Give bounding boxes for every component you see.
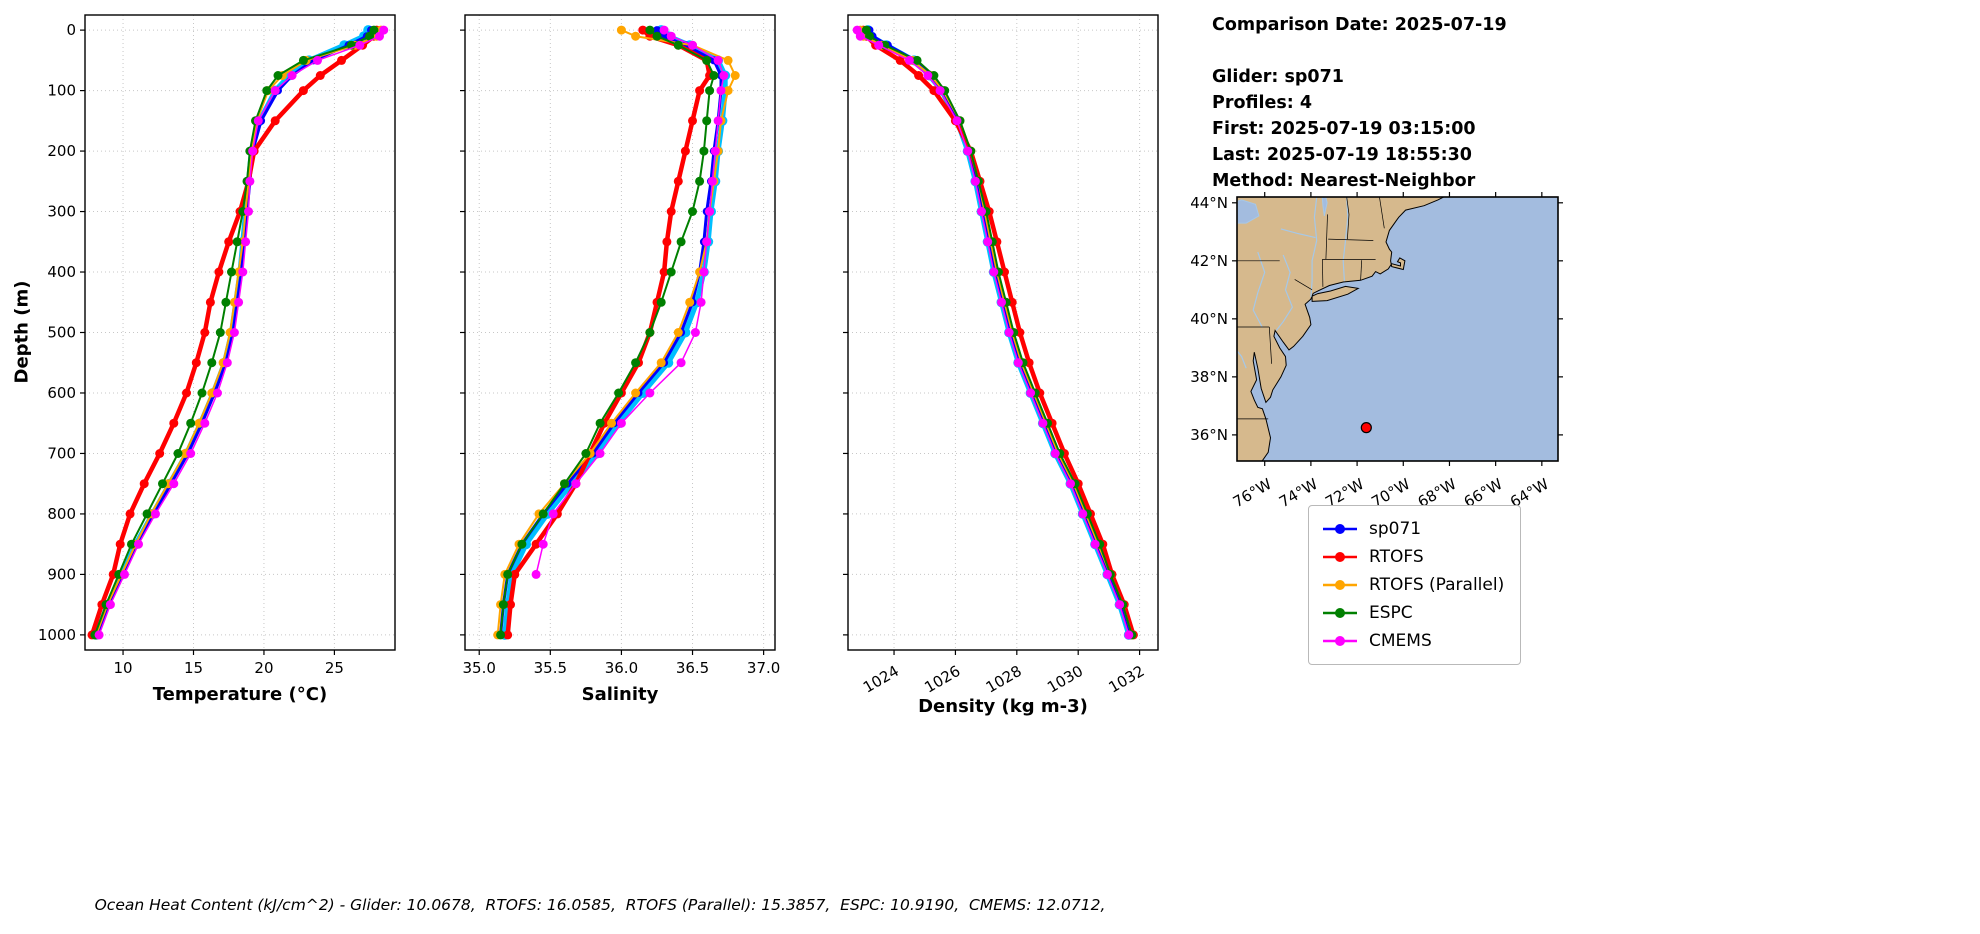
svg-text:36.5: 36.5: [676, 659, 709, 677]
legend-label: RTOFS (Parallel): [1369, 575, 1505, 595]
legend-line-swatch: [1323, 636, 1357, 646]
svg-text:38°N: 38°N: [1190, 368, 1228, 386]
legend-item: sp071: [1321, 515, 1504, 543]
svg-text:42°N: 42°N: [1190, 252, 1228, 270]
comparison-date: Comparison Date: 2025-07-19: [1212, 15, 1507, 35]
last-profile-time: Last: 2025-07-19 18:55:30: [1212, 145, 1472, 165]
svg-text:200: 200: [47, 142, 76, 160]
svg-text:0: 0: [66, 21, 76, 39]
svg-text:10: 10: [113, 659, 132, 677]
svg-text:36°N: 36°N: [1190, 426, 1228, 444]
density-profile-chart: 1024 1026 1028 1030 1032 Density (kg m-3): [793, 8, 1173, 722]
svg-text:100: 100: [47, 82, 76, 100]
svg-text:300: 300: [47, 203, 76, 221]
svg-text:20: 20: [254, 659, 273, 677]
first-profile-time: First: 2025-07-19 03:15:00: [1212, 119, 1476, 139]
svg-text:800: 800: [47, 505, 76, 523]
svg-text:Density (kg m-3): Density (kg m-3): [918, 696, 1088, 717]
legend-label: RTOFS: [1369, 547, 1424, 567]
svg-text:44°N: 44°N: [1190, 194, 1228, 212]
salinity-plot-canvas: 35.0 35.5 36.0 36.5 37.0 Salinity: [460, 14, 780, 705]
svg-text:1024: 1024: [860, 662, 902, 697]
svg-text:Temperature (°C): Temperature (°C): [153, 684, 327, 705]
method: Method: Nearest-Neighbor: [1212, 171, 1476, 191]
svg-text:35.0: 35.0: [463, 659, 496, 677]
svg-text:1000: 1000: [38, 626, 76, 644]
legend: sp071 RTOFS RTOFS (Parallel) ESPC CMEMS: [1308, 505, 1522, 665]
legend-line-swatch: [1323, 608, 1357, 618]
salinity-profile-chart: 35.0 35.5 36.0 36.5 37.0 Salinity: [410, 8, 790, 722]
svg-text:500: 500: [47, 324, 76, 342]
svg-text:1026: 1026: [921, 662, 963, 697]
legend-item: RTOFS (Parallel): [1321, 571, 1504, 599]
density-plot-canvas: 1024 1026 1028 1030 1032 Density (kg m-3): [843, 14, 1159, 717]
svg-text:76°W: 76°W: [1230, 475, 1275, 511]
caption: Ocean Heat Content (kJ/cm^2) - Glider: 1…: [94, 896, 1106, 914]
legend-label: ESPC: [1369, 603, 1413, 623]
legend-item: ESPC: [1321, 599, 1504, 627]
svg-text:Salinity: Salinity: [582, 684, 659, 705]
svg-text:1028: 1028: [983, 662, 1025, 697]
legend-line-swatch: [1323, 552, 1357, 562]
svg-text:1030: 1030: [1044, 662, 1086, 697]
info-panel: Comparison Date: 2025-07-19 Glider: sp07…: [1212, 12, 1507, 194]
svg-text:400: 400: [47, 263, 76, 281]
profiles-count: Profiles: 4: [1212, 93, 1313, 113]
svg-text:36.0: 36.0: [605, 659, 638, 677]
temperature-plot-canvas: 10 15 20 25 0 100 200 300 400 500 600 700 800 900 1000…: [38, 14, 396, 705]
svg-text:37.0: 37.0: [747, 659, 780, 677]
svg-text:15: 15: [184, 659, 203, 677]
svg-text:25: 25: [325, 659, 344, 677]
legend-item: RTOFS: [1321, 543, 1504, 571]
legend-item: CMEMS: [1321, 627, 1504, 655]
svg-text:700: 700: [47, 444, 76, 462]
svg-text:40°N: 40°N: [1190, 310, 1228, 328]
legend-line-swatch: [1323, 580, 1357, 590]
temperature-profile-chart: 10 15 20 25 0 100 200 300 400 500 600 700 800 900 1000…: [30, 8, 410, 722]
svg-text:600: 600: [47, 384, 76, 402]
info-spacer: [1212, 38, 1507, 64]
map-canvas: 76°W 74°W 72°W 70°W 68°W 66°W 64°W36°N38°N40°N…: [1190, 192, 1563, 511]
legend-label: sp071: [1369, 519, 1422, 539]
glider-name: Glider: sp071: [1212, 67, 1344, 87]
legend-line-swatch: [1323, 524, 1357, 534]
svg-text:1032: 1032: [1106, 662, 1148, 697]
location-map: 76°W 74°W 72°W 70°W 68°W 66°W 64°W 36°N 38°N 40°N…: [1180, 183, 1580, 522]
legend-label: CMEMS: [1369, 631, 1432, 651]
svg-text:35.5: 35.5: [534, 659, 567, 677]
svg-text:900: 900: [47, 565, 76, 583]
